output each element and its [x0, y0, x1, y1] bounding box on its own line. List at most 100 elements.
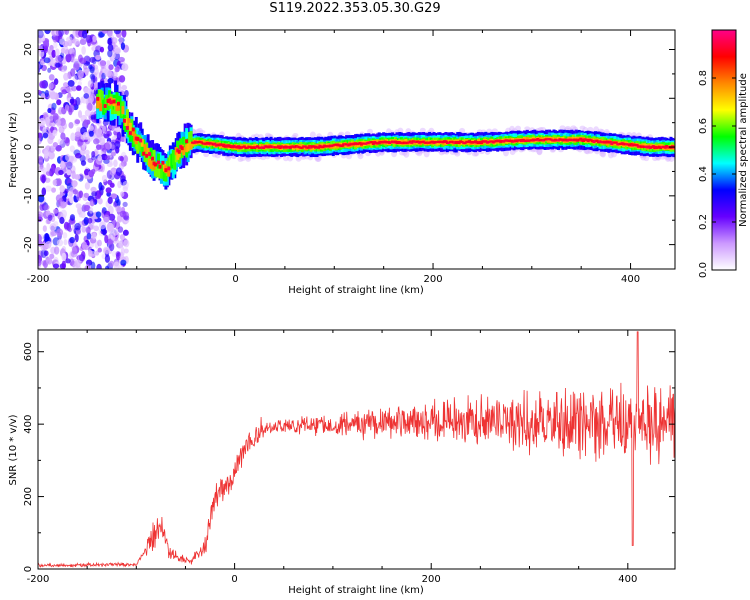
noise-speckle — [95, 144, 102, 150]
colorbar-gradient — [711, 29, 737, 271]
noise-speckle — [51, 187, 57, 193]
noise-speckle — [91, 39, 98, 47]
noise-speckle — [39, 80, 46, 89]
noise-speckle — [88, 125, 95, 131]
noise-speckle — [107, 49, 113, 58]
noise-speckle — [81, 45, 86, 55]
spectrogram-x-axis-label: Height of straight line (km) — [288, 285, 424, 296]
ridge-peak — [265, 145, 273, 148]
noise-speckle — [120, 175, 126, 183]
ridge-cell — [225, 145, 229, 148]
noise-speckle — [80, 211, 86, 219]
ridge-peak — [472, 140, 479, 143]
noise-speckle — [111, 37, 118, 45]
ridge-cell — [116, 101, 120, 106]
spectrogram-frame — [37, 29, 676, 270]
noise-speckle — [99, 221, 107, 230]
noise-speckle — [89, 207, 94, 214]
noise-speckle — [59, 216, 65, 225]
noise-speckle — [62, 82, 69, 88]
noise-speckle — [68, 107, 73, 116]
noise-speckle — [66, 169, 71, 176]
ridge-peak — [288, 145, 295, 148]
noise-speckle — [55, 194, 63, 203]
noise-speckle — [119, 234, 126, 241]
noise-speckle — [114, 48, 121, 55]
ridge-peak — [442, 140, 448, 143]
noise-speckle — [88, 222, 95, 230]
noise-speckle — [42, 132, 49, 139]
noise-speckle — [71, 180, 78, 188]
noise-speckle — [43, 57, 51, 64]
noise-speckle — [38, 117, 46, 127]
noise-speckle — [81, 30, 88, 39]
ridge-halo — [610, 151, 617, 158]
noise-speckle — [52, 208, 59, 214]
noise-speckle — [119, 210, 127, 218]
spectrogram-x-tick-label: -200 — [27, 274, 50, 285]
ridge-cell — [484, 140, 488, 143]
noise-speckle — [104, 254, 111, 263]
ridge-halo — [309, 131, 316, 139]
snr-y-tick-label: 400 — [23, 415, 34, 434]
noise-speckle — [78, 54, 83, 63]
ridge-peak — [229, 145, 235, 148]
noise-speckle — [115, 205, 122, 213]
ridge-peak — [336, 144, 345, 147]
ridge-cell — [173, 154, 177, 170]
noise-speckle — [107, 196, 113, 205]
ridge-cell — [97, 97, 101, 106]
noise-speckle — [56, 99, 62, 106]
noise-speckle — [84, 109, 91, 117]
noise-speckle — [38, 148, 42, 155]
noise-speckle — [90, 261, 96, 269]
ridge-peak — [312, 145, 317, 148]
noise-speckle — [120, 259, 127, 266]
ridge-cell — [536, 137, 540, 141]
ridge-cell — [99, 103, 103, 112]
ridge-cell — [657, 145, 661, 148]
noise-speckle — [117, 226, 124, 233]
noise-speckle — [103, 214, 110, 223]
noise-speckle — [88, 169, 94, 178]
noise-speckle — [110, 144, 116, 151]
noise-speckle — [47, 136, 54, 145]
ridge-cell — [127, 118, 131, 126]
noise-speckle — [106, 130, 112, 137]
noise-speckle — [51, 102, 57, 111]
noise-speckle — [97, 247, 102, 253]
noise-speckle — [122, 180, 129, 190]
noise-speckle — [86, 232, 92, 240]
noise-speckle — [90, 114, 96, 120]
noise-speckle — [117, 180, 122, 189]
noise-speckle — [39, 202, 45, 211]
ridge-peak — [359, 142, 365, 145]
spectrogram-y-tick-label: -20 — [23, 236, 34, 252]
noise-speckle — [104, 234, 109, 244]
noise-speckle — [38, 89, 42, 95]
noise-speckle — [81, 241, 87, 250]
snr-x-tick-label: -200 — [27, 574, 50, 585]
noise-speckle — [96, 263, 102, 269]
noise-speckle — [95, 211, 102, 218]
noise-speckle — [77, 69, 84, 79]
noise-speckle — [97, 197, 103, 205]
noise-speckle — [43, 232, 50, 242]
noise-speckle — [87, 95, 95, 104]
snr-y-tick-label: 200 — [23, 487, 34, 506]
noise-speckle — [44, 30, 51, 35]
snr-x-axis-label: Height of straight line (km) — [288, 585, 424, 596]
snr-plot-area — [38, 330, 675, 569]
colorbar: 0.0 0.2 0.4 0.6 0.8 Normalized spectral ampl… — [698, 29, 749, 278]
noise-speckle — [74, 131, 82, 138]
noise-speckle — [104, 155, 111, 161]
ridge-peak — [436, 140, 442, 143]
ridge-cell — [231, 146, 235, 149]
noise-speckle — [97, 239, 102, 247]
noise-speckle — [75, 203, 82, 209]
noise-speckle — [62, 232, 68, 239]
noise-speckle — [43, 45, 49, 54]
noise-speckle — [76, 85, 82, 91]
noise-speckle — [60, 160, 65, 169]
noise-speckle — [112, 71, 118, 79]
